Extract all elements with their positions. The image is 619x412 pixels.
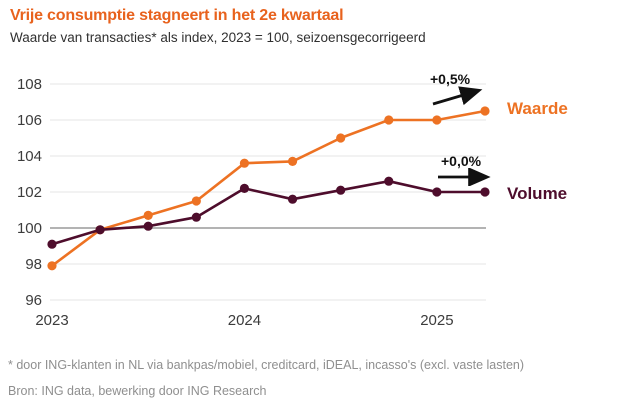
- footnote-source: Bron: ING data, bewerking door ING Resea…: [8, 384, 267, 398]
- x-axis-tick-label: 2023: [35, 312, 68, 329]
- y-axis-tick-label: 98: [25, 256, 42, 273]
- volume-growth-annotation: +0,0%: [441, 153, 482, 169]
- waarde-data-point: [191, 196, 201, 206]
- volume-data-point: [191, 212, 201, 222]
- y-axis-tick-label: 104: [17, 148, 42, 165]
- waarde-data-point: [47, 261, 57, 271]
- chart-plot-area: 96 98 100 102 104 106 108 2023 2024 2025: [17, 76, 490, 329]
- y-axis-tick-label: 100: [17, 220, 42, 237]
- waarde-data-point: [384, 115, 394, 125]
- y-axis-tick-label: 106: [17, 112, 42, 129]
- volume-data-point: [336, 185, 346, 195]
- volume-data-point: [432, 187, 442, 197]
- volume-data-point: [384, 176, 394, 186]
- volume-series-label: Volume: [507, 184, 568, 203]
- volume-data-point: [287, 194, 298, 204]
- x-axis-tick-label: 2024: [228, 312, 261, 329]
- waarde-trend-arrow-icon: [432, 86, 483, 106]
- volume-data-point: [143, 221, 153, 231]
- volume-data-point: [47, 239, 57, 249]
- waarde-data-point: [287, 156, 298, 166]
- waarde-growth-annotation: +0,5%: [430, 71, 471, 87]
- footnote-definition: * door ING-klanten in NL via bankpas/mob…: [8, 358, 525, 372]
- volume-trend-arrow-icon: [438, 168, 491, 186]
- y-axis-tick-label: 102: [17, 184, 42, 201]
- y-axis-tick-label: 96: [25, 292, 42, 309]
- volume-data-point: [95, 225, 105, 235]
- volume-line: [50, 179, 487, 246]
- chart-title: Vrije consumptie stagneert in het 2e kwa…: [10, 7, 344, 24]
- waarde-data-point: [239, 158, 250, 168]
- volume-data-point: [480, 187, 490, 197]
- volume-data-point: [239, 183, 250, 193]
- waarde-data-point: [432, 115, 442, 125]
- waarde-data-point: [336, 133, 346, 143]
- chart-subtitle: Waarde van transacties* als index, 2023 …: [10, 30, 426, 45]
- x-axis-tick-label: 2025: [420, 312, 453, 329]
- waarde-series-label: Waarde: [507, 99, 568, 118]
- y-axis-tick-label: 108: [17, 76, 42, 93]
- waarde-line: [50, 109, 487, 268]
- waarde-data-point: [480, 106, 490, 116]
- waarde-data-point: [143, 210, 153, 220]
